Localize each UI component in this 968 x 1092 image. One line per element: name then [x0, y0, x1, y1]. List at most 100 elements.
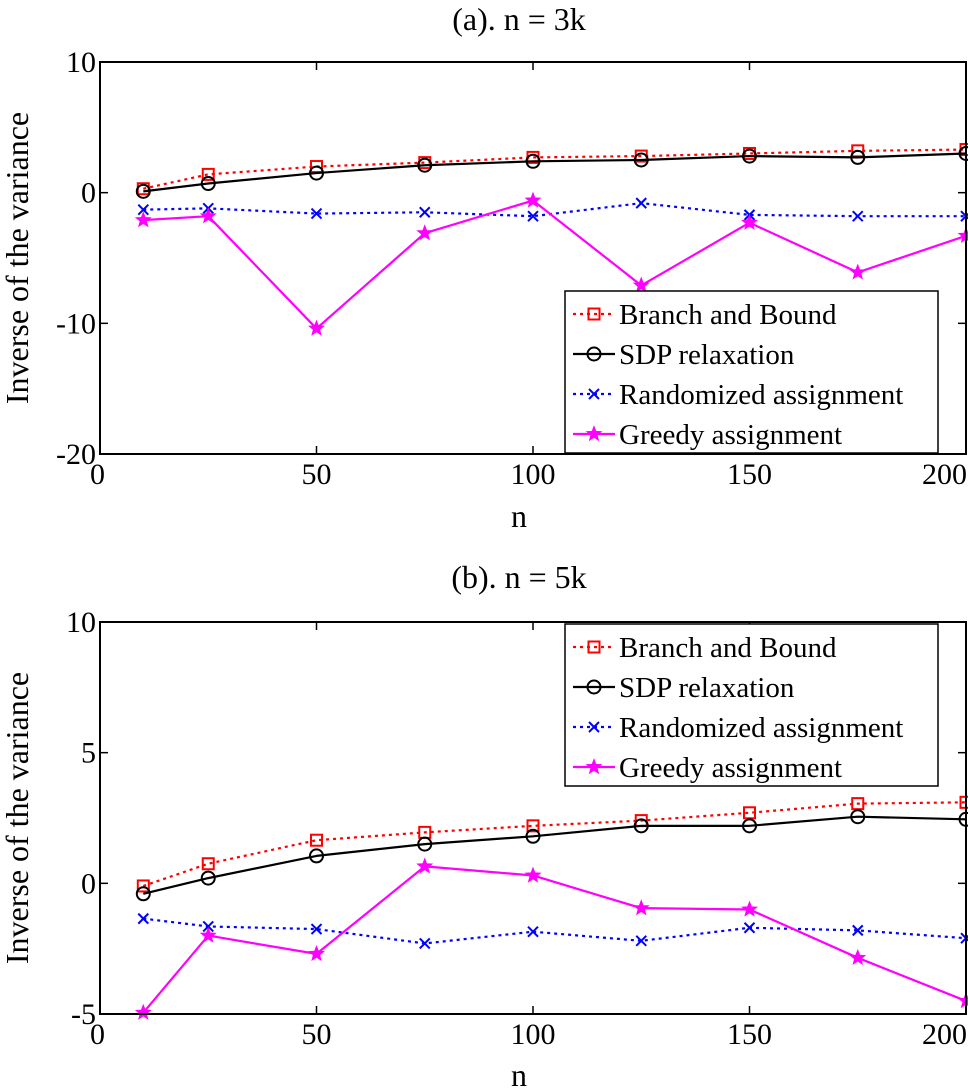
data-point-greedy-assignment [741, 900, 758, 917]
data-point-branch-and-bound [526, 819, 540, 833]
data-point-randomized-assignment [310, 207, 323, 220]
plot-area [134, 795, 968, 1020]
data-point-branch-and-bound [136, 879, 150, 893]
y-tick-label: 10 [66, 46, 96, 79]
data-point-sdp-relaxation [850, 149, 866, 165]
y-axis-label: Inverse of the variance [0, 672, 35, 964]
series-line-branch-and-bound [142, 801, 967, 887]
y-tick-label: -20 [56, 438, 96, 471]
plot-frame [99, 61, 967, 455]
data-point-randomized-assignment [419, 206, 431, 218]
axis-ticks: 0 50 100 150 200 -20 -10 0 10 [56, 46, 967, 491]
x-axis-label: n [511, 1057, 527, 1092]
data-point-sdp-relaxation [309, 165, 324, 181]
data-point-greedy-assignment [632, 899, 650, 916]
x-tick-label: 100 [511, 1018, 556, 1051]
legend-marker-sdp-relaxation [586, 679, 602, 695]
data-point-randomized-assignment [527, 210, 539, 222]
legend-marker-sdp-relaxation [586, 346, 602, 362]
series-line-branch-and-bound [143, 148, 967, 190]
chart-title: (b). n = 5k [451, 559, 586, 595]
data-point-greedy-assignment [524, 866, 542, 883]
data-point-greedy-assignment [308, 319, 325, 336]
data-point-sdp-relaxation [633, 152, 649, 168]
legend-marker-randomized-assignment [588, 388, 600, 400]
legend-box [564, 623, 939, 787]
data-point-randomized-assignment [852, 210, 864, 222]
data-point-greedy-assignment [308, 944, 325, 962]
data-point-sdp-relaxation [742, 148, 757, 164]
chart-panel-a: (a). n = 3k Inverse of the variance n 0 5… [0, 1, 968, 534]
data-point-branch-and-bound [743, 806, 756, 820]
data-point-randomized-assignment [852, 924, 864, 937]
data-point-randomized-assignment [310, 923, 323, 935]
data-point-sdp-relaxation [525, 828, 541, 844]
x-tick-label: 150 [727, 1018, 772, 1051]
data-point-sdp-relaxation [417, 157, 433, 173]
y-tick-label: 10 [66, 606, 96, 639]
legend-marker-greedy-assignment [585, 758, 603, 775]
legend-marker-branch-and-bound [587, 307, 601, 321]
data-point-greedy-assignment [849, 948, 867, 966]
y-tick-label: 0 [81, 867, 96, 900]
data-point-branch-and-bound [201, 857, 215, 871]
legend-box [564, 290, 939, 454]
plot-frame [99, 621, 967, 1015]
legend: Branch and Bound SDP relaxation Randomized… [564, 290, 939, 454]
legend-marker-branch-and-bound [587, 640, 601, 654]
data-point-branch-and-bound [310, 833, 323, 847]
data-point-sdp-relaxation [200, 870, 216, 886]
legend-label-randomized-assignment: Randomized assignment [619, 712, 903, 744]
series-line-randomized-assignment [143, 202, 966, 218]
data-point-greedy-assignment [849, 263, 867, 280]
series-line-randomized-assignment [143, 917, 967, 945]
data-point-greedy-assignment [134, 1003, 152, 1020]
x-tick-label: 200 [922, 1018, 967, 1051]
data-point-sdp-relaxation [850, 809, 866, 825]
y-tick-label: 0 [81, 177, 96, 210]
data-point-randomized-assignment [635, 935, 647, 947]
data-point-sdp-relaxation [200, 176, 216, 192]
data-point-sdp-relaxation [417, 836, 433, 852]
data-point-randomized-assignment [419, 937, 431, 950]
series-line-sdp-relaxation [143, 815, 967, 895]
legend-label-sdp-relaxation: SDP relaxation [619, 672, 795, 704]
data-point-randomized-assignment [635, 197, 647, 209]
data-point-randomized-assignment [743, 922, 756, 934]
x-tick-label: 150 [727, 458, 772, 491]
legend-label-greedy-assignment: Greedy assignment [619, 752, 842, 784]
x-tick-label: 0 [90, 1018, 105, 1051]
x-tick-label: 0 [90, 458, 105, 491]
legend-label-randomized-assignment: Randomized assignment [619, 379, 903, 411]
legend-marker-greedy-assignment [585, 425, 603, 442]
data-point-greedy-assignment [632, 276, 650, 293]
legend-label-greedy-assignment: Greedy assignment [619, 419, 842, 451]
chart-panel-b: (b). n = 5k Inverse of the variance n 0 5… [0, 559, 968, 1092]
data-point-greedy-assignment [416, 857, 434, 874]
plot-area [134, 143, 968, 336]
data-point-sdp-relaxation [135, 183, 151, 199]
data-point-greedy-assignment [199, 207, 217, 224]
legend-label-sdp-relaxation: SDP relaxation [619, 339, 795, 371]
x-tick-label: 100 [511, 458, 556, 491]
x-tick-label: 200 [922, 458, 967, 491]
data-point-greedy-assignment [199, 926, 217, 943]
legend-label-branch-and-bound: Branch and Bound [619, 299, 837, 331]
data-point-sdp-relaxation [309, 848, 324, 864]
series-line-greedy-assignment [142, 865, 967, 1014]
y-tick-label: -10 [56, 307, 96, 340]
y-tick-label: -5 [71, 998, 96, 1031]
data-point-randomized-assignment [137, 912, 150, 925]
x-tick-label: 50 [302, 458, 332, 491]
data-point-greedy-assignment [741, 213, 758, 230]
data-point-greedy-assignment [416, 224, 434, 241]
data-point-randomized-assignment [137, 203, 150, 216]
chart-title: (a). n = 3k [452, 1, 586, 37]
data-point-sdp-relaxation [633, 818, 649, 834]
data-point-greedy-assignment [134, 211, 152, 228]
legend-label-branch-and-bound: Branch and Bound [619, 632, 837, 664]
data-point-greedy-assignment [524, 191, 542, 208]
legend: Branch and Bound SDP relaxation Randomized… [564, 623, 939, 787]
x-axis-label: n [511, 498, 527, 534]
